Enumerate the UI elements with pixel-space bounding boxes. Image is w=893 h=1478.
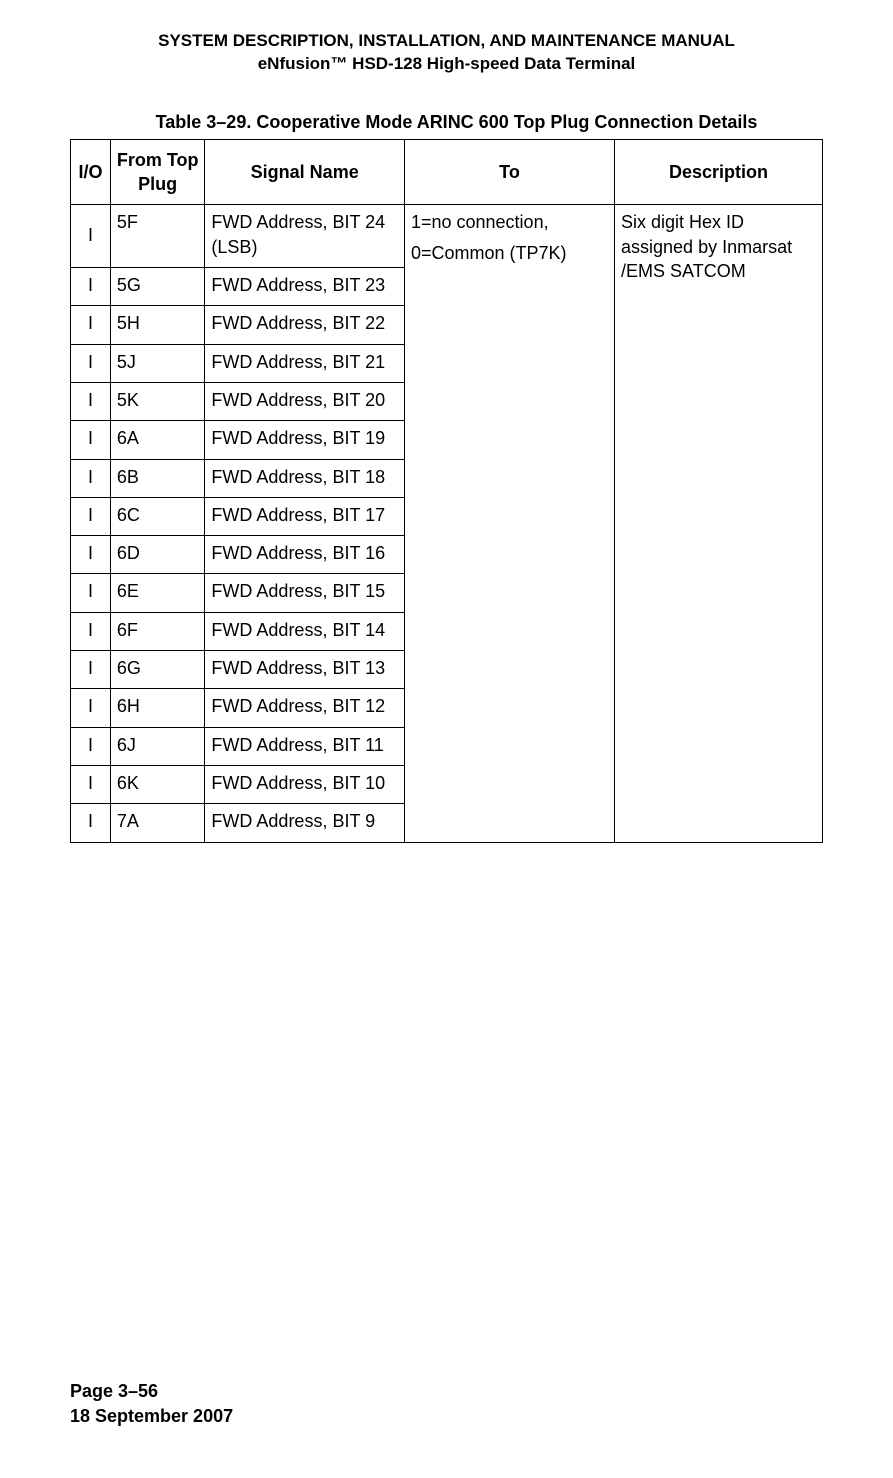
cell-from: 6G [110, 651, 205, 689]
cell-from: 5G [110, 268, 205, 306]
cell-io: I [71, 382, 111, 420]
cell-from: 5F [110, 205, 205, 268]
cell-signal: FWD Address, BIT 9 [205, 804, 405, 842]
cell-io: I [71, 421, 111, 459]
cell-io: I [71, 344, 111, 382]
cell-signal: FWD Address, BIT 15 [205, 574, 405, 612]
table-body: I5FFWD Address, BIT 24 (LSB)1=no connect… [71, 205, 823, 842]
cell-from: 5K [110, 382, 205, 420]
connection-table: I/O From Top Plug Signal Name To Descrip… [70, 139, 823, 843]
cell-signal: FWD Address, BIT 12 [205, 689, 405, 727]
cell-signal: FWD Address, BIT 20 [205, 382, 405, 420]
cell-from: 6D [110, 536, 205, 574]
cell-signal: FWD Address, BIT 22 [205, 306, 405, 344]
cell-io: I [71, 497, 111, 535]
cell-from: 6K [110, 765, 205, 803]
cell-signal: FWD Address, BIT 11 [205, 727, 405, 765]
to-line1: 1=no connection, [411, 210, 608, 234]
cell-io: I [71, 689, 111, 727]
cell-signal: FWD Address, BIT 21 [205, 344, 405, 382]
cell-signal: FWD Address, BIT 19 [205, 421, 405, 459]
cell-io: I [71, 765, 111, 803]
cell-from: 6J [110, 727, 205, 765]
cell-io: I [71, 268, 111, 306]
cell-signal: FWD Address, BIT 17 [205, 497, 405, 535]
to-line2: 0=Common (TP7K) [411, 241, 608, 265]
cell-from: 5J [110, 344, 205, 382]
cell-io: I [71, 205, 111, 268]
header-line2: eNfusion™ HSD-128 High-speed Data Termin… [70, 53, 823, 76]
header-line1: SYSTEM DESCRIPTION, INSTALLATION, AND MA… [70, 30, 823, 53]
cell-from: 6C [110, 497, 205, 535]
cell-io: I [71, 651, 111, 689]
cell-description: Six digit Hex ID assigned by Inmarsat /E… [615, 205, 823, 842]
cell-signal: FWD Address, BIT 18 [205, 459, 405, 497]
th-desc: Description [615, 139, 823, 205]
cell-signal: FWD Address, BIT 13 [205, 651, 405, 689]
cell-io: I [71, 574, 111, 612]
cell-signal: FWD Address, BIT 23 [205, 268, 405, 306]
th-io: I/O [71, 139, 111, 205]
cell-signal: FWD Address, BIT 24 (LSB) [205, 205, 405, 268]
th-from: From Top Plug [110, 139, 205, 205]
cell-from: 6A [110, 421, 205, 459]
cell-from: 5H [110, 306, 205, 344]
table-header-row: I/O From Top Plug Signal Name To Descrip… [71, 139, 823, 205]
cell-signal: FWD Address, BIT 10 [205, 765, 405, 803]
table-caption: Table 3–29. Cooperative Mode ARINC 600 T… [90, 112, 823, 133]
cell-signal: FWD Address, BIT 14 [205, 612, 405, 650]
cell-from: 6F [110, 612, 205, 650]
th-to: To [404, 139, 614, 205]
table-row: I5FFWD Address, BIT 24 (LSB)1=no connect… [71, 205, 823, 268]
cell-from: 6E [110, 574, 205, 612]
cell-from: 6B [110, 459, 205, 497]
cell-io: I [71, 804, 111, 842]
cell-to: 1=no connection, 0=Common (TP7K) [404, 205, 614, 842]
cell-io: I [71, 459, 111, 497]
cell-io: I [71, 306, 111, 344]
page-footer: Page 3–56 18 September 2007 [70, 1379, 233, 1428]
cell-io: I [71, 727, 111, 765]
cell-io: I [71, 612, 111, 650]
cell-io: I [71, 536, 111, 574]
cell-from: 6H [110, 689, 205, 727]
th-signal: Signal Name [205, 139, 405, 205]
cell-from: 7A [110, 804, 205, 842]
cell-signal: FWD Address, BIT 16 [205, 536, 405, 574]
document-header: SYSTEM DESCRIPTION, INSTALLATION, AND MA… [70, 30, 823, 76]
footer-page: Page 3–56 [70, 1379, 233, 1403]
footer-date: 18 September 2007 [70, 1404, 233, 1428]
